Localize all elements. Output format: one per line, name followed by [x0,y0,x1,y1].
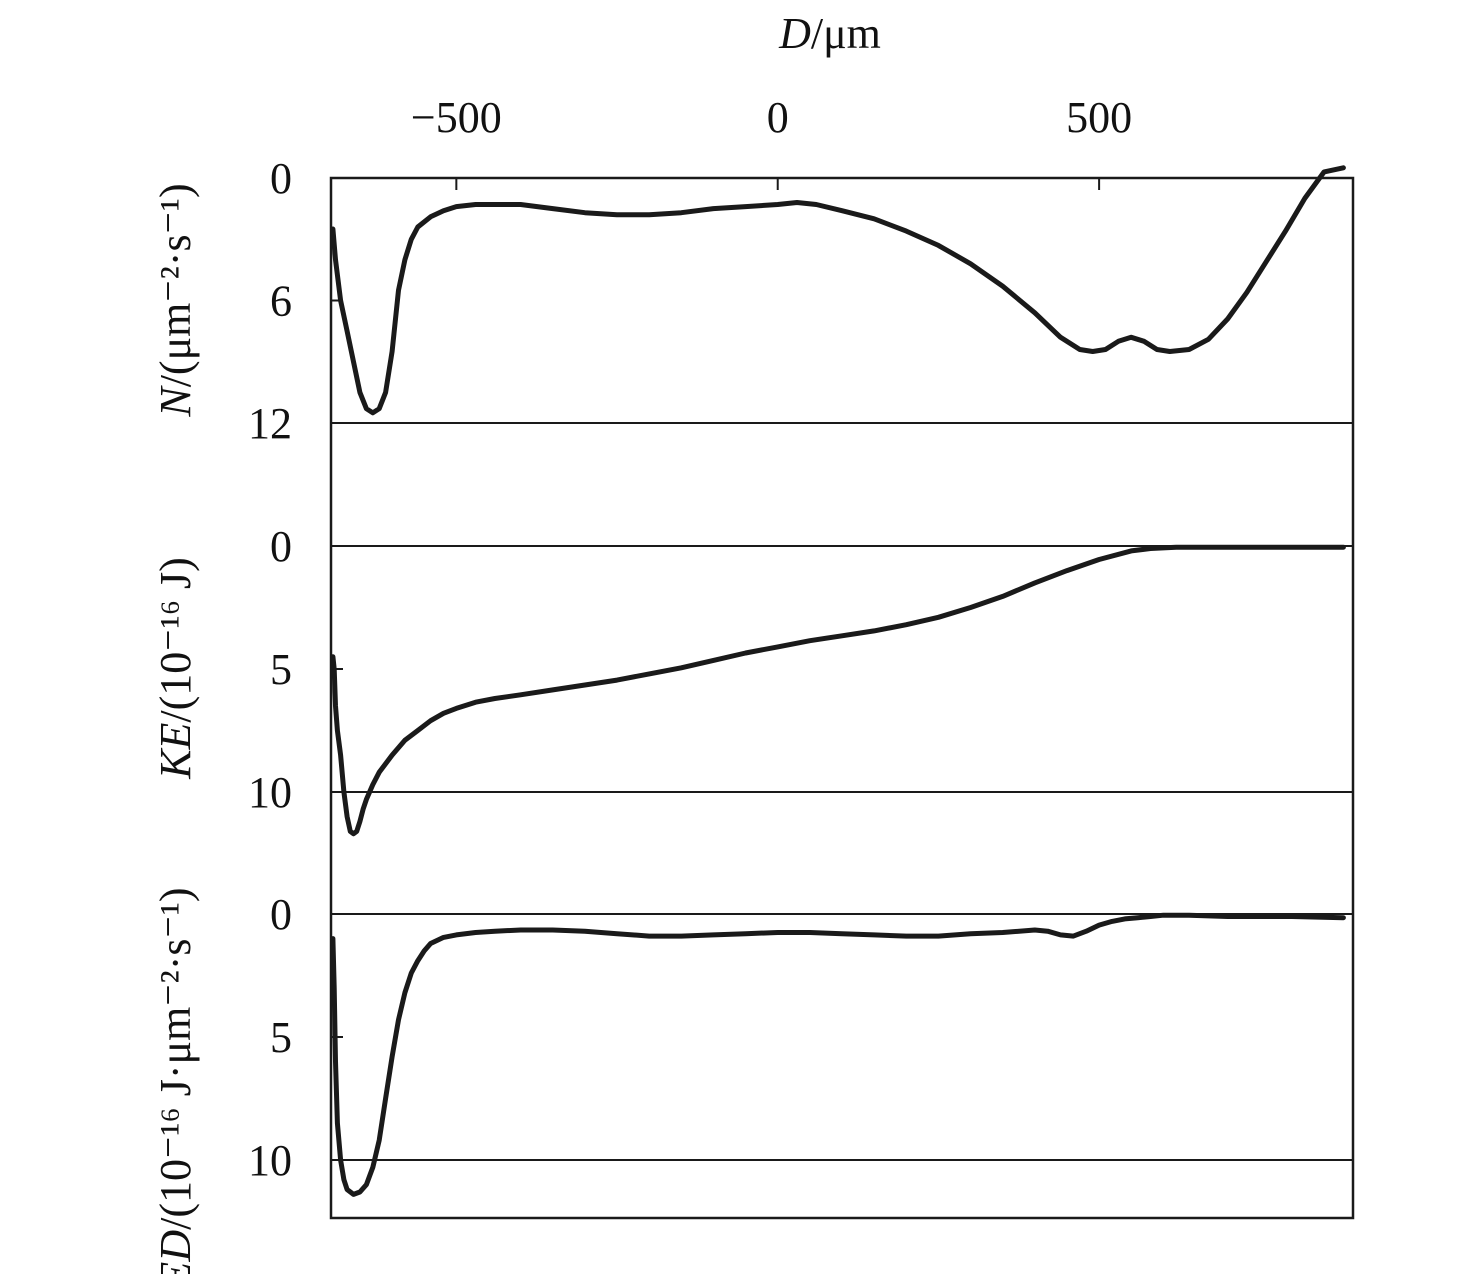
plot-frame [329,176,1355,1220]
series-line-n [330,165,1346,416]
y-axis-title-ke-unit: /(10⁻¹⁶ J) [151,557,200,722]
y-tick-label-ke: 0 [270,522,292,571]
y-axis-title-n: N/(μm⁻²·s⁻¹) [151,183,200,417]
y-tick-label-n: 12 [248,399,292,448]
y-axis-title-n-unit: /(μm⁻²·s⁻¹) [151,183,200,387]
series-line-ke [330,544,1346,837]
y-axis-ticks: 0 6 12 0 5 10 0 5 10 [248,154,343,1185]
series-line-ed [330,912,1346,1197]
x-axis-ticks: −500 0 500 [411,93,1132,190]
chart-curves [330,165,1346,1197]
y-axis-title-ke-var: KE [151,722,200,779]
x-axis-title-unit: /μm [811,9,881,58]
y-tick-label-n: 0 [270,154,292,203]
y-tick-label-ke: 5 [270,645,292,694]
x-tick-label: 0 [767,93,789,142]
y-axis-title-ed: ED/(10⁻¹⁶ J·μm⁻²·s⁻¹) [151,887,200,1274]
x-tick-label: 500 [1066,93,1132,142]
x-axis-title-var: D [778,9,811,58]
y-tick-label-ed: 10 [248,1136,292,1185]
y-axis-title-ed-unit: /(10⁻¹⁶ J·μm⁻²·s⁻¹) [151,887,200,1229]
x-tick-label: −500 [411,93,502,142]
y-axis-title-ed-var: ED [151,1230,200,1274]
y-tick-label-n: 6 [270,277,292,326]
y-tick-label-ke: 10 [248,768,292,817]
panel-separators [331,422,1353,1161]
x-axis-title: D/μm [778,9,881,58]
y-tick-label-ed: 5 [270,1013,292,1062]
y-axis-title-n-var: N [151,385,200,418]
y-axis-title-ke: KE/(10⁻¹⁶ J) [151,557,200,780]
y-tick-label-ed: 0 [270,890,292,939]
